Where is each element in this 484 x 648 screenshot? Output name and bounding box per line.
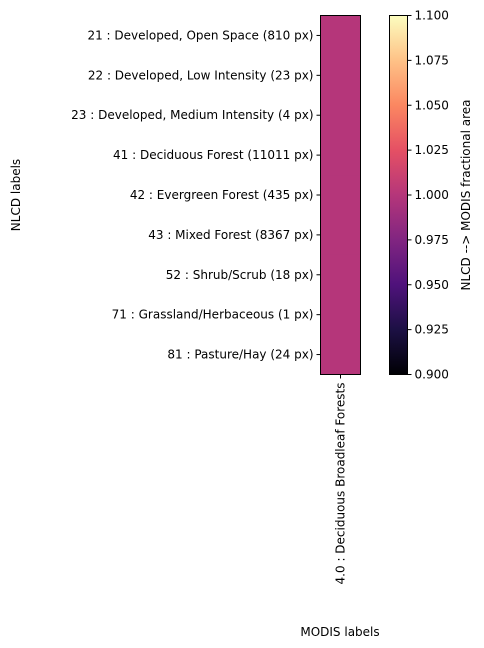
- colorbar: [389, 15, 408, 375]
- colorbar-ticks: 0.900 0.925 0.950 0.975 1.000 1.025 1.050 1.075…: [407, 9, 449, 382]
- colorbar-tick-label: 0.950: [415, 278, 449, 292]
- colorbar-tick-label: 1.100: [415, 9, 449, 23]
- y-tick-label: 71 : Grassland/Herbaceous (1 px): [112, 308, 314, 322]
- y-tick-label: 23 : Developed, Medium Intensity (4 px): [71, 108, 313, 122]
- colorbar-tick-label: 0.900: [415, 368, 449, 382]
- heatmap-cell: [320, 175, 361, 216]
- y-tick-label: 52 : Shrub/Scrub (18 px): [166, 268, 314, 282]
- x-axis-label: MODIS labels: [300, 625, 379, 639]
- y-axis-label: NLCD labels: [9, 159, 23, 231]
- heatmap-cells: [320, 15, 361, 375]
- heatmap-cell: [320, 135, 361, 176]
- y-tick-label: 43 : Mixed Forest (8367 px): [148, 228, 313, 242]
- heatmap-cell: [320, 15, 361, 56]
- colorbar-tick-label: 0.925: [415, 323, 449, 337]
- heatmap-cell: [320, 214, 361, 256]
- colorbar-label: NLCD --> MODIS fractional area: [459, 100, 473, 291]
- heatmap-cell: [320, 294, 361, 336]
- heatmap-cell: [320, 334, 361, 375]
- y-tick-label: 42 : Evergreen Forest (435 px): [130, 188, 314, 202]
- heatmap-cell: [320, 95, 361, 136]
- y-tick-label: 41 : Deciduous Forest (11011 px): [113, 148, 313, 162]
- heatmap-cell: [320, 55, 361, 96]
- colorbar-tick-label: 1.050: [415, 98, 449, 112]
- y-tick-label: 81 : Pasture/Hay (24 px): [167, 348, 313, 362]
- colorbar-tick-label: 1.075: [415, 53, 449, 67]
- y-tick-label: 22 : Developed, Low Intensity (23 px): [88, 68, 314, 82]
- colorbar-tick-label: 1.025: [415, 143, 449, 157]
- heatmap-cell: [320, 254, 361, 296]
- y-axis-ticks: 21 : Developed, Open Space (810 px) 22 : …: [71, 28, 321, 362]
- y-tick-label: 21 : Developed, Open Space (810 px): [87, 28, 313, 42]
- x-axis-ticks: 4.0 : Deciduous Broadleaf Forests: [334, 374, 348, 585]
- colorbar-tick-label: 1.000: [415, 188, 449, 202]
- colorbar-tick-label: 0.975: [415, 233, 449, 247]
- x-tick-label: 4.0 : Deciduous Broadleaf Forests: [334, 383, 348, 585]
